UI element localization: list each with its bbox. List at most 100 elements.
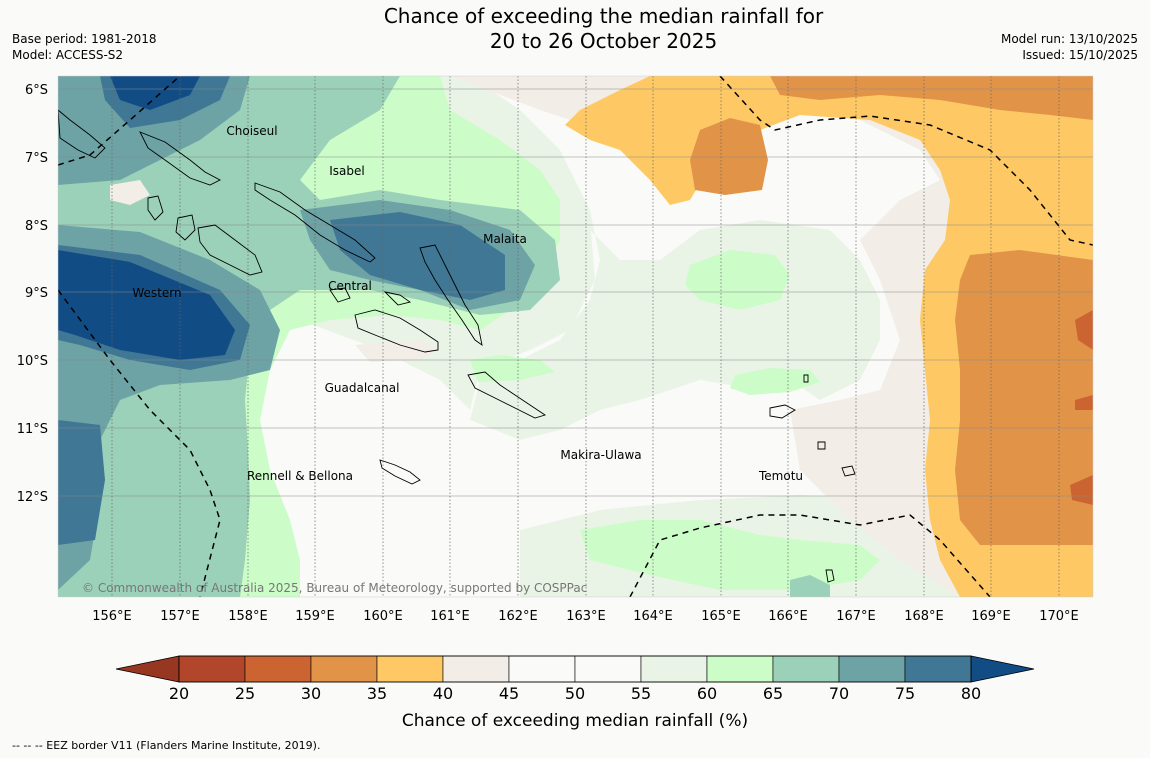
chart-title: Chance of exceeding the median rainfall … bbox=[0, 4, 1150, 54]
lon-label: 160°E bbox=[363, 609, 403, 624]
colorbar-tick: 70 bbox=[829, 684, 849, 703]
colorbar: 20 25 30 35 40 45 50 55 60 65 70 75 80 C… bbox=[115, 655, 1035, 731]
zone-30-35-ne bbox=[770, 76, 1093, 120]
lat-label: 7°S bbox=[25, 151, 48, 166]
lon-label: 163°E bbox=[566, 609, 606, 624]
region-label-rennell-bellona: Rennell & Bellona bbox=[247, 469, 353, 483]
lon-label: 162°E bbox=[498, 609, 538, 624]
zone-65-70 bbox=[58, 76, 560, 597]
island-west-1 bbox=[175, 214, 196, 241]
island-duff bbox=[803, 374, 809, 383]
colorbar-under-arrow bbox=[115, 655, 180, 683]
lon-label: 166°E bbox=[768, 609, 808, 624]
colorbar-tick: 80 bbox=[961, 684, 981, 703]
map-frame bbox=[57, 75, 1094, 598]
zone-65-70-south bbox=[790, 575, 830, 597]
region-label-guadalcanal: Guadalcanal bbox=[325, 381, 400, 395]
colorbar-tick: 60 bbox=[697, 684, 717, 703]
zone-55-60-a bbox=[58, 76, 880, 440]
colorbar-title: Chance of exceeding median rainfall (%) bbox=[402, 711, 748, 731]
colorbar-segment bbox=[178, 655, 246, 683]
colorbar-tick: 55 bbox=[631, 684, 651, 703]
lat-label: 12°S bbox=[17, 490, 48, 505]
zone-25-30-c bbox=[1070, 475, 1093, 505]
colorbar-segment bbox=[508, 655, 576, 683]
island-makira bbox=[467, 371, 547, 419]
title-line-1: Chance of exceeding the median rainfall … bbox=[383, 4, 824, 28]
colorbar-tick: 40 bbox=[433, 684, 453, 703]
zone-40-45-west bbox=[110, 180, 150, 205]
lon-label: 168°E bbox=[904, 609, 944, 624]
lat-label: 10°S bbox=[17, 354, 48, 369]
colorbar-segment bbox=[706, 655, 774, 683]
colorbar-tick: 30 bbox=[301, 684, 321, 703]
lat-label: 8°S bbox=[25, 219, 48, 234]
lon-label: 156°E bbox=[92, 609, 132, 624]
colorbar-tick: 25 bbox=[235, 684, 255, 703]
lon-label: 165°E bbox=[701, 609, 741, 624]
lon-label: 157°E bbox=[160, 609, 200, 624]
zone-60-65-south bbox=[580, 520, 880, 590]
region-label-choiseul: Choiseul bbox=[226, 124, 277, 138]
issued-text: Issued: 15/10/2025 bbox=[1022, 48, 1138, 62]
island-west-2 bbox=[147, 195, 164, 221]
region-label-malaita: Malaita bbox=[483, 232, 527, 246]
colorbar-segment bbox=[574, 655, 642, 683]
zone-over-80 bbox=[58, 250, 235, 360]
latitude-labels: 6°S 7°S 8°S 9°S 10°S 11°S 12°S bbox=[17, 83, 48, 505]
colorbar-tick: 20 bbox=[169, 684, 189, 703]
zone-60-65-east bbox=[685, 250, 790, 310]
island-isabel bbox=[254, 182, 376, 263]
lon-label: 161°E bbox=[430, 609, 470, 624]
eez-north-west bbox=[58, 76, 181, 166]
eez-south bbox=[629, 514, 991, 597]
lon-label: 169°E bbox=[971, 609, 1011, 624]
model-run-text: Model run: 13/10/2025 bbox=[1000, 32, 1138, 46]
lon-label: 159°E bbox=[295, 609, 335, 624]
colorbar-tick: 35 bbox=[367, 684, 387, 703]
zone-25-30-b bbox=[1075, 395, 1093, 410]
lat-label: 11°S bbox=[17, 422, 48, 437]
zone-75-80-sw bbox=[58, 420, 105, 545]
region-label-temotu: Temotu bbox=[758, 469, 803, 483]
island-new-georgia bbox=[197, 224, 263, 276]
island-temotu-1 bbox=[841, 465, 856, 477]
lon-label: 158°E bbox=[228, 609, 268, 624]
island-rennell bbox=[379, 459, 421, 485]
lat-label: 9°S bbox=[25, 286, 48, 301]
island-florida bbox=[329, 287, 351, 303]
lon-label: 164°E bbox=[633, 609, 673, 624]
island-choiseul bbox=[139, 131, 221, 186]
colorbar-segment bbox=[376, 655, 444, 683]
colorbar-ticks: 20 25 30 35 40 45 50 55 60 65 70 75 80 bbox=[169, 684, 981, 703]
colorbar-over-arrow bbox=[970, 655, 1035, 683]
colorbar-tick: 50 bbox=[565, 684, 585, 703]
colorbar-segment bbox=[772, 655, 840, 683]
island-bougainville bbox=[58, 109, 106, 159]
zone-over-80-nw bbox=[110, 76, 200, 110]
colorbar-segment bbox=[310, 655, 378, 683]
eez-borders bbox=[58, 76, 1093, 597]
colorbar-tick: 45 bbox=[499, 684, 519, 703]
island-temotu-2 bbox=[817, 441, 826, 450]
island-temotu-3 bbox=[825, 569, 835, 583]
island-santa-cruz bbox=[769, 404, 796, 419]
colorbar-segment bbox=[244, 655, 312, 683]
map-field: © Commonwealth of Australia 2025, Bureau… bbox=[58, 76, 1093, 597]
colorbar-segment bbox=[442, 655, 510, 683]
title-line-2: 20 to 26 October 2025 bbox=[489, 29, 718, 53]
zone-60-65-mid bbox=[470, 355, 555, 382]
zone-40-45-small bbox=[355, 340, 440, 362]
lat-label: 6°S bbox=[25, 83, 48, 98]
region-labels: Choiseul Isabel Malaita Western Central … bbox=[132, 124, 803, 483]
zone-25-30-a bbox=[1075, 310, 1093, 350]
eez-footnote: -- -- -- EEZ border V11 (Flanders Marine… bbox=[12, 739, 321, 752]
island-guadalcanal bbox=[354, 309, 439, 353]
colorbar-tick: 65 bbox=[763, 684, 783, 703]
zone-75-80-central bbox=[330, 212, 505, 300]
base-period-text: Base period: 1981-2018 bbox=[12, 32, 157, 46]
region-label-makira-ulawa: Makira-Ulawa bbox=[560, 448, 641, 462]
meta-left: Base period: 1981-2018 Model: ACCESS-S2 bbox=[12, 31, 157, 63]
colorbar-segments bbox=[178, 655, 972, 683]
